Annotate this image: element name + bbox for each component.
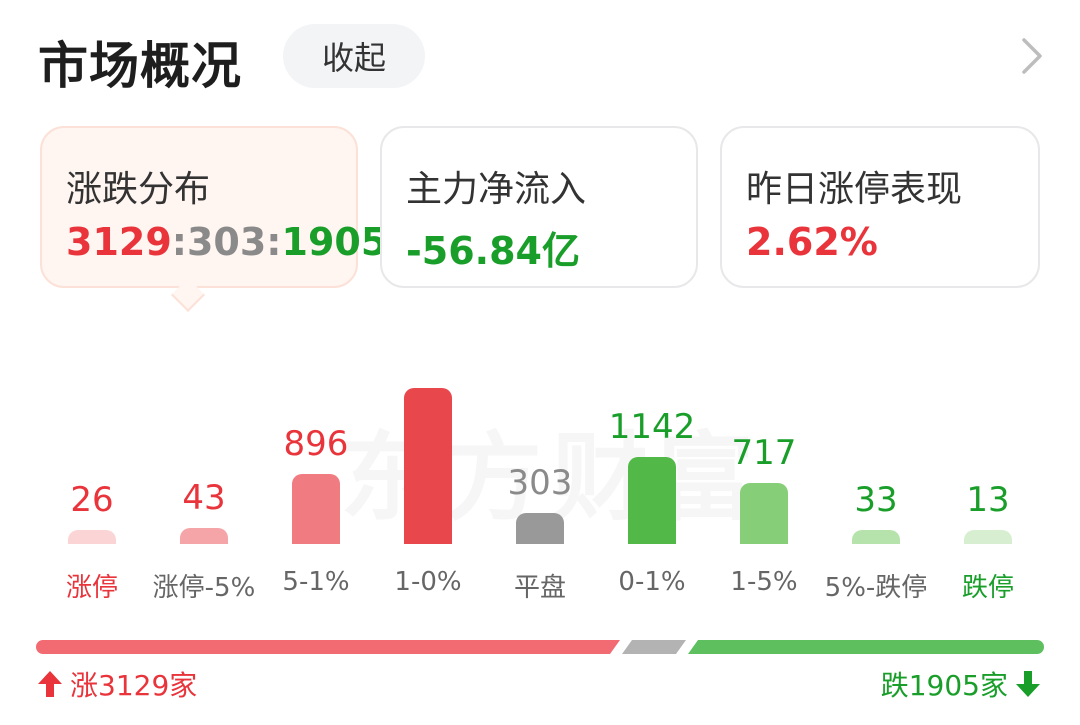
bar xyxy=(292,474,340,544)
bar xyxy=(964,530,1012,544)
bar-value-label: 717 xyxy=(731,433,797,473)
bar-value-label: 26 xyxy=(70,480,114,520)
bar xyxy=(852,530,900,544)
bar-value-label: 896 xyxy=(283,424,349,464)
bar-value-label: 33 xyxy=(854,480,898,520)
card-label: 涨跌分布 xyxy=(66,169,211,210)
category-label: 跌停 xyxy=(961,573,1014,603)
up-summary-label: 涨3129家 xyxy=(70,669,198,702)
down-count: 1905 xyxy=(281,220,388,264)
card-label: 主力净流入 xyxy=(406,169,587,210)
category-label: 涨停-5% xyxy=(152,573,256,603)
ratio-bar-up xyxy=(36,640,620,654)
bar-value-label: 1142 xyxy=(608,407,696,447)
card-up-down-distribution[interactable]: 涨跌分布 3129:303:1905 xyxy=(40,126,387,288)
card-label: 昨日涨停表现 xyxy=(746,169,963,210)
header: 市场概况 收起 xyxy=(0,0,1080,110)
separator: : xyxy=(266,220,282,264)
up-summary: 涨3129家 xyxy=(36,664,197,704)
up-count: 3129 xyxy=(66,220,172,264)
flat-count: 303 xyxy=(186,220,267,264)
bar xyxy=(516,513,564,544)
category-label: 平盘 xyxy=(513,573,566,603)
down-summary: 跌1905家 xyxy=(881,664,1042,704)
bar-value-label: 13 xyxy=(966,480,1010,520)
net-inflow-value: -56.84亿 xyxy=(406,229,580,273)
bar xyxy=(68,530,116,544)
down-summary-label: 跌1905家 xyxy=(880,669,1008,702)
page-title: 市场概况 xyxy=(38,37,242,95)
collapse-button[interactable]: 收起 xyxy=(283,24,425,88)
ratio-bar-down xyxy=(688,640,1044,654)
bar-value-label: 43 xyxy=(182,478,226,518)
category-label: 1-0% xyxy=(394,567,462,597)
bar xyxy=(740,483,788,544)
limit-up-performance-value: 2.62% xyxy=(746,220,878,264)
card-yesterday-limit-up[interactable]: 昨日涨停表现 2.62% xyxy=(720,126,1040,288)
up-flat-down-counts: 3129:303:1905 xyxy=(66,220,387,264)
arrow-up-icon xyxy=(38,671,62,697)
category-label: 涨停 xyxy=(65,573,118,603)
arrow-down-icon xyxy=(1016,671,1040,697)
category-label: 5-1% xyxy=(282,567,350,597)
bar-value-label: 303 xyxy=(507,463,573,503)
category-label: 5%-跌停 xyxy=(824,573,928,603)
card-main-net-inflow[interactable]: 主力净流入 -56.84亿 xyxy=(380,126,698,288)
bar xyxy=(628,457,676,544)
category-label: 0-1% xyxy=(618,567,686,597)
category-label: 1-5% xyxy=(730,567,798,597)
separator: : xyxy=(171,220,187,264)
ratio-bar-flat xyxy=(622,640,686,654)
bar xyxy=(180,528,228,544)
chevron-right-icon[interactable] xyxy=(1012,36,1052,76)
bar xyxy=(404,388,452,544)
